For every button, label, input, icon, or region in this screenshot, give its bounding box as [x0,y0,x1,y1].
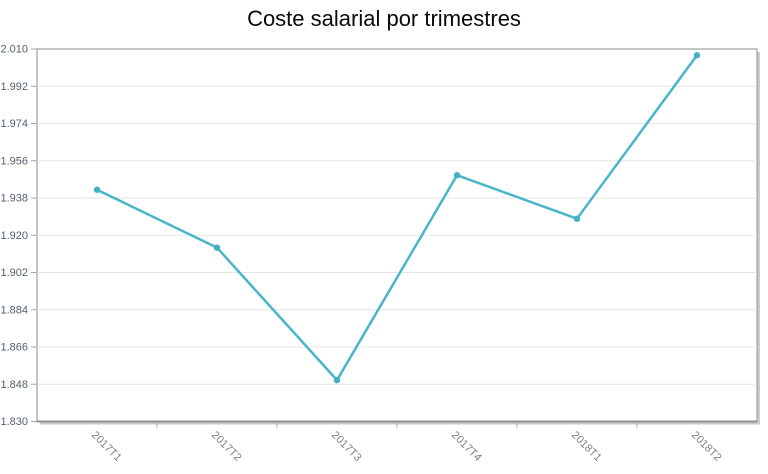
data-point [213,244,221,251]
x-tick-label: 2017T3 [329,429,364,464]
x-tick-label: 2017T1 [89,429,124,464]
x-tick-label: 2017T4 [449,429,484,464]
y-tick-label: 1.884 [0,304,28,316]
x-tick-label: 2017T2 [209,429,244,464]
y-tick-label: 1.902 [0,267,28,279]
y-tick-label: 1.920 [0,230,28,242]
y-tick-label: 2.010 [0,44,28,56]
y-tick-label: 1.938 [0,193,28,205]
chart-title: Coste salarial por trimestres [247,6,521,31]
x-tick-label: 2018T2 [689,429,724,464]
y-tick-label: 1.992 [0,81,28,93]
data-point [333,376,341,384]
x-tick-label: 2018T1 [569,429,604,464]
y-tick-label: 1.830 [0,416,28,428]
y-tick-label: 1.848 [0,379,28,391]
data-point [93,186,101,193]
data-point [573,215,581,222]
data-point [453,172,461,179]
data-line [95,53,699,382]
y-tick-label: 1.956 [0,155,28,167]
data-point [693,52,701,59]
y-tick-label: 1.974 [0,118,28,130]
y-tick-label: 1.866 [0,342,28,354]
